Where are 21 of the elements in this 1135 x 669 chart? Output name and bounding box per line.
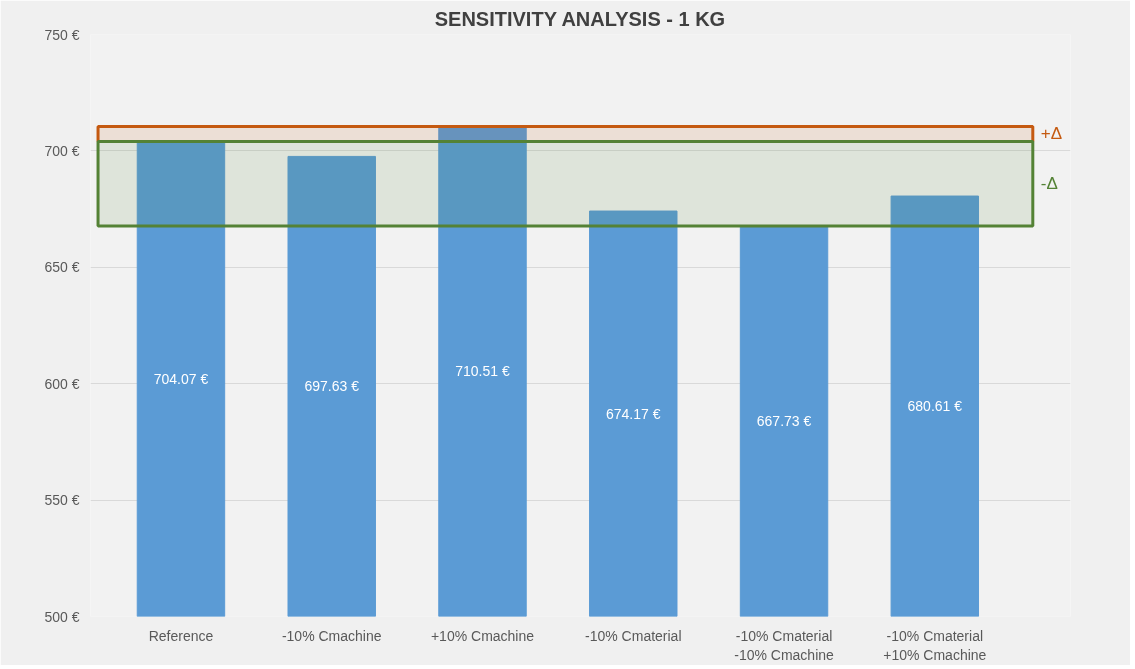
chart-title: SENSITIVITY ANALYSIS - 1 KG xyxy=(434,7,726,30)
x-tick-label: +10% Cmachine xyxy=(430,627,535,644)
y-tick-label: 500 € xyxy=(44,608,80,625)
y-tick-label: 650 € xyxy=(44,259,80,276)
x-tick-label: Reference xyxy=(148,627,214,644)
data-label: 680.61 € xyxy=(907,398,963,415)
x-tick-label: -10% Cmaterial -10% Cmachine xyxy=(734,627,835,663)
data-label: 667.73 € xyxy=(756,413,812,430)
y-tick-label: 600 € xyxy=(44,375,80,392)
y-tick-label: 750 € xyxy=(44,26,80,43)
data-label: 704.07 € xyxy=(153,370,209,387)
y-tick-label: 700 € xyxy=(44,142,80,159)
data-label: 697.63 € xyxy=(304,378,360,395)
x-tick-label: -10% Cmaterial xyxy=(585,627,682,644)
data-label: 710.51 € xyxy=(455,363,510,380)
band-label: -Δ xyxy=(1040,174,1058,194)
x-tick-label: -10% Cmaterial +10% Cmachine xyxy=(883,627,987,663)
band-label: +Δ xyxy=(1040,124,1063,144)
x-tick-label: -10% Cmachine xyxy=(281,627,382,644)
y-tick-label: 550 € xyxy=(44,492,80,509)
data-label: 674.17 € xyxy=(606,405,661,422)
